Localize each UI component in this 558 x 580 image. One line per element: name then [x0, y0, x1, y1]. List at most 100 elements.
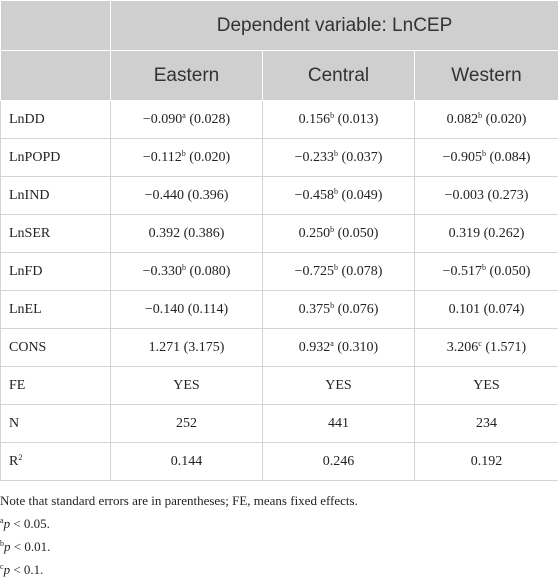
superscript: b	[330, 301, 334, 310]
superscript: b	[482, 149, 486, 158]
superscript: b	[478, 111, 482, 120]
std-error: (0.049)	[342, 188, 383, 203]
coefficient: −0.090	[143, 112, 182, 127]
coefficient: −0.905	[443, 150, 482, 165]
superscript: a	[182, 111, 186, 120]
note-text: < 0.05.	[10, 516, 50, 531]
cell-text: 0.192	[471, 454, 503, 469]
coefficient: −0.233	[295, 150, 334, 165]
cell-text: 441	[328, 416, 349, 431]
cell-text: LnEL	[9, 302, 42, 317]
std-error: (1.571)	[485, 340, 526, 355]
note-text: < 0.1.	[10, 562, 43, 577]
note-text: < 0.01.	[11, 539, 51, 554]
row-label: LnSER	[1, 215, 111, 253]
row-label: LnIND	[1, 177, 111, 215]
table-cell: −0.330b (0.080)	[111, 253, 263, 291]
std-error: (0.076)	[338, 302, 379, 317]
cell-text: 234	[476, 416, 497, 431]
row-label: CONS	[1, 329, 111, 367]
table-cell: 0.144	[111, 443, 263, 481]
row-label: R2	[1, 443, 111, 481]
std-error: (0.396)	[188, 188, 229, 203]
table-cell: 0.156b (0.013)	[263, 101, 415, 139]
cell-text: 252	[176, 416, 197, 431]
std-error: (0.020)	[189, 150, 230, 165]
cell-text: FE	[9, 378, 25, 393]
group-header: Dependent variable: LnCEP	[111, 1, 558, 51]
table-cell: 0.250b (0.050)	[263, 215, 415, 253]
coefficient: −0.140	[145, 302, 184, 317]
std-error: (0.386)	[184, 226, 225, 241]
coefficient: 0.250	[299, 226, 331, 241]
superscript: b	[334, 263, 338, 272]
header-blank	[1, 51, 111, 101]
coefficient: −0.458	[295, 188, 334, 203]
cell-text: YES	[173, 378, 199, 393]
coefficient: −0.112	[143, 150, 182, 165]
header-blank	[1, 1, 111, 51]
row-label: LnEL	[1, 291, 111, 329]
cell-text: 0.144	[171, 454, 203, 469]
row-label: FE	[1, 367, 111, 405]
coefficient: −0.003	[445, 188, 484, 203]
std-error: (0.262)	[484, 226, 525, 241]
std-error: (0.310)	[337, 340, 378, 355]
table-cell: 0.246	[263, 443, 415, 481]
cell-text: YES	[325, 378, 351, 393]
table-cell: 252	[111, 405, 263, 443]
table-cell: 234	[415, 405, 558, 443]
table-cell: 3.206c (1.571)	[415, 329, 558, 367]
superscript: b	[334, 187, 338, 196]
table-cell: −0.440 (0.396)	[111, 177, 263, 215]
table-cell: 1.271 (3.175)	[111, 329, 263, 367]
table-cell: −0.725b (0.078)	[263, 253, 415, 291]
table-row: LnFD−0.330b (0.080)−0.725b (0.078)−0.517…	[1, 253, 558, 291]
table-cell: −0.140 (0.114)	[111, 291, 263, 329]
table-cell: 0.375b (0.076)	[263, 291, 415, 329]
std-error: (0.078)	[342, 264, 383, 279]
table-row: LnEL−0.140 (0.114)0.375b (0.076)0.101 (0…	[1, 291, 558, 329]
std-error: (0.020)	[486, 112, 527, 127]
cell-text: LnPOPD	[9, 150, 60, 165]
row-label: N	[1, 405, 111, 443]
table-row: LnIND−0.440 (0.396)−0.458b (0.049)−0.003…	[1, 177, 558, 215]
table-cell: −0.233b (0.037)	[263, 139, 415, 177]
std-error: (0.050)	[338, 226, 379, 241]
superscript: c	[478, 339, 482, 348]
table-cell: 0.319 (0.262)	[415, 215, 558, 253]
table-row: LnDD−0.090a (0.028)0.156b (0.013)0.082b …	[1, 101, 558, 139]
std-error: (3.175)	[184, 340, 225, 355]
table-cell: 441	[263, 405, 415, 443]
column-header: Western	[415, 51, 558, 101]
coefficient: 0.932	[299, 340, 331, 355]
std-error: (0.050)	[490, 264, 531, 279]
table-row: R2 0.144 0.246 0.192	[1, 443, 558, 481]
superscript: b	[330, 111, 334, 120]
table-cell: 0.932a (0.310)	[263, 329, 415, 367]
note-text: Note that standard errors are in parenth…	[0, 493, 358, 508]
coefficient: −0.440	[145, 188, 184, 203]
std-error: (0.084)	[490, 150, 531, 165]
superscript: b	[330, 225, 334, 234]
coefficient: 0.101	[449, 302, 481, 317]
row-label: LnPOPD	[1, 139, 111, 177]
cell-text: 0.246	[323, 454, 355, 469]
table-cell: 0.192	[415, 443, 558, 481]
coefficient: 0.319	[449, 226, 481, 241]
table-cell: YES	[263, 367, 415, 405]
superscript: b	[182, 263, 186, 272]
coefficient: R	[9, 454, 18, 469]
coefficient: 3.206	[447, 340, 479, 355]
table-cell: YES	[111, 367, 263, 405]
std-error: (0.080)	[190, 264, 231, 279]
column-header: Central	[263, 51, 415, 101]
table-cell: −0.905b (0.084)	[415, 139, 558, 177]
table-cell: 0.101 (0.074)	[415, 291, 558, 329]
superscript: b	[334, 149, 338, 158]
table-cell: −0.003 (0.273)	[415, 177, 558, 215]
table-cell: 0.082b (0.020)	[415, 101, 558, 139]
std-error: (0.273)	[488, 188, 529, 203]
